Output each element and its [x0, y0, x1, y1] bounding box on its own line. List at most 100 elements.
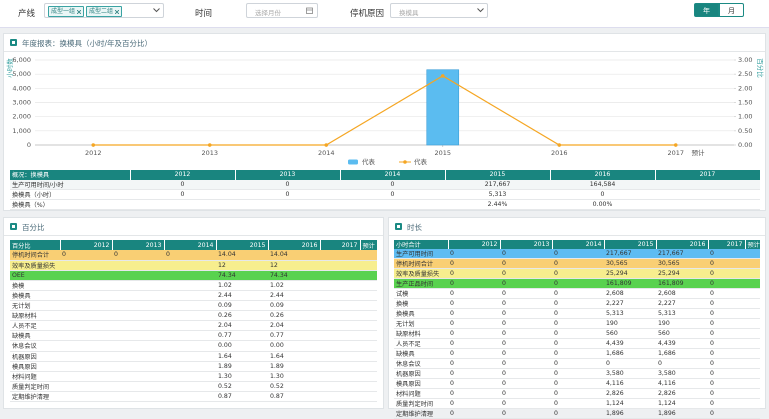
cell: [112, 361, 164, 371]
cell: 0.52: [268, 381, 320, 391]
cell: [112, 301, 164, 311]
cell: [320, 351, 360, 361]
column-header: 2015: [604, 240, 656, 249]
table-row: 材料问题0002,8262,8260: [394, 389, 760, 399]
cell: 0: [552, 299, 604, 309]
row-label: 模具原因: [394, 379, 448, 389]
row-label: 休息会议: [394, 359, 448, 369]
cell: 190: [604, 319, 656, 329]
cell: 0: [604, 359, 656, 369]
cell: 0: [130, 180, 235, 190]
cell: 0: [500, 289, 552, 299]
cell: [60, 260, 112, 270]
cell: 1.02: [268, 280, 320, 290]
table-row: 定期维护清理0.870.87: [10, 391, 377, 401]
table-row: 换模1.021.02: [10, 280, 377, 290]
table-row: 效率及质量损失1212: [10, 260, 377, 270]
cell: [360, 250, 377, 260]
cell: 0: [448, 259, 500, 269]
cell: 0: [656, 359, 708, 369]
cell: 0: [235, 180, 340, 190]
cell: [164, 361, 216, 371]
cell: [164, 280, 216, 290]
cell: 0: [500, 349, 552, 359]
cell: [112, 270, 164, 280]
line-tag[interactable]: 成型二组: [86, 6, 122, 17]
cell: 12: [216, 260, 268, 270]
cell: 2,227: [656, 299, 708, 309]
panel-icon: [395, 223, 402, 230]
column-header: 2014: [164, 240, 216, 250]
table-row: 机器原因0003,5803,5800: [394, 369, 760, 379]
cell: 0: [448, 389, 500, 399]
cell: [745, 309, 760, 319]
y2-tick-label: 3.00: [738, 56, 752, 64]
cell: 0: [552, 269, 604, 279]
cell: [112, 280, 164, 290]
legend-swatch: [403, 160, 407, 164]
cell: 0: [708, 329, 745, 339]
cell: 0: [552, 339, 604, 349]
row-label: 材料问题: [10, 371, 60, 381]
chart: 01,0002,0003,0004,0005,0006,0000.000.501…: [0, 50, 769, 170]
cell: 0: [552, 359, 604, 369]
row-label: 换模具（小时）: [10, 189, 130, 199]
row-label: 试模: [394, 289, 448, 299]
cell: 0: [708, 339, 745, 349]
cell: 1.30: [216, 371, 268, 381]
filter-bar: 产线 成型一组 成型二组 时间 选择月份 停机原因 换模具 年 月: [0, 0, 769, 28]
cell: [340, 199, 445, 209]
row-label: 材料问题: [394, 389, 448, 399]
cell: [320, 371, 360, 381]
row-label: 模具原因: [10, 361, 60, 371]
line-tag[interactable]: 成型一组: [48, 6, 84, 17]
cell: [320, 290, 360, 300]
row-label: 效率及质量损失: [394, 269, 448, 279]
line-select[interactable]: 成型一组 成型二组: [44, 3, 164, 18]
cell: 0: [552, 319, 604, 329]
cell: [360, 391, 377, 401]
time-input[interactable]: 选择月份: [246, 3, 318, 18]
header-row: 概况：换模具201220132014201520162017: [10, 170, 760, 180]
cell: 0: [448, 289, 500, 299]
cell: 0: [708, 409, 745, 419]
cell: 0: [552, 349, 604, 359]
cell: 217,667: [656, 249, 708, 259]
cell: 161,809: [604, 279, 656, 289]
cell: 161,809: [656, 279, 708, 289]
cell: [320, 381, 360, 391]
panel-header: 百分比: [4, 218, 383, 236]
cell: 0.09: [216, 301, 268, 311]
cell: 0: [500, 279, 552, 289]
column-header: 2016: [268, 240, 320, 250]
cell: [745, 399, 760, 409]
cell: [60, 371, 112, 381]
cell: [164, 331, 216, 341]
table-row: 休息会议000000: [394, 359, 760, 369]
cell: 4,116: [604, 379, 656, 389]
y2-tick-label: 1.00: [738, 113, 752, 121]
cell: [320, 321, 360, 331]
cell: 74.34: [268, 270, 320, 280]
line-point: [324, 143, 328, 147]
cell: 1.64: [216, 351, 268, 361]
cell: [112, 321, 164, 331]
row-label: 换模具（%）: [10, 199, 130, 209]
tag-close[interactable]: [77, 10, 81, 14]
row-label: 定期维护清理: [10, 391, 60, 401]
cell: [360, 371, 377, 381]
x-tick-label: 2016: [551, 149, 568, 157]
cell: 0: [708, 389, 745, 399]
table-row: OEE74.3474.34: [10, 270, 377, 280]
cell: [60, 351, 112, 361]
column-header: 2012: [130, 170, 235, 180]
reason-select[interactable]: 换模具: [390, 3, 488, 18]
cell: [164, 391, 216, 401]
cell: [164, 311, 216, 321]
cell: [320, 260, 360, 270]
mode-year[interactable]: 年: [694, 3, 719, 17]
reason-value: 换模具: [399, 7, 419, 17]
mode-month[interactable]: 月: [719, 3, 744, 17]
tag-close[interactable]: [115, 10, 119, 14]
cell: [164, 341, 216, 351]
